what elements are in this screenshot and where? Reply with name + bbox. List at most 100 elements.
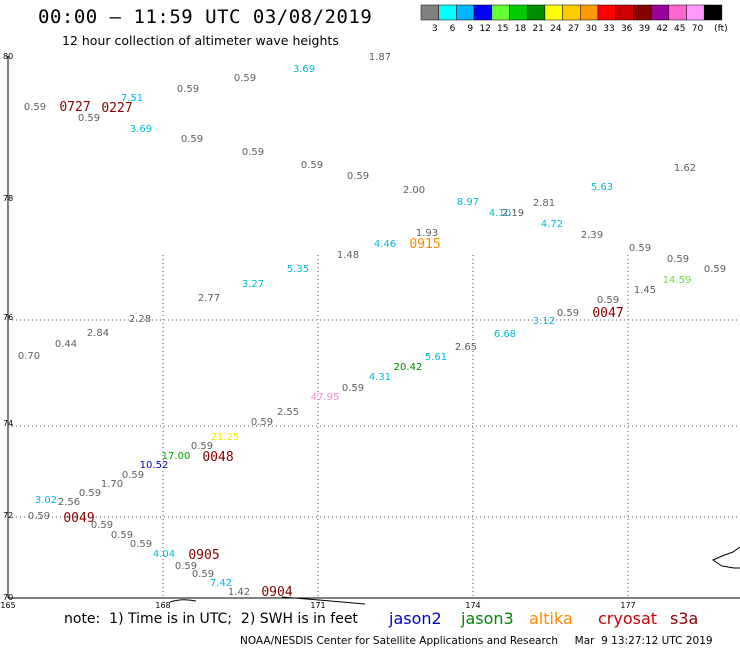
colorbar-label: 21 bbox=[532, 24, 543, 34]
pass-time-label: 0048 bbox=[202, 450, 233, 465]
colorbar-label: 18 bbox=[515, 24, 527, 34]
colorbar-swatch bbox=[491, 4, 510, 21]
wave-height-label: 0.59 bbox=[79, 488, 101, 499]
pass-time-label: 0227 bbox=[101, 101, 132, 116]
wave-height-label: 0.59 bbox=[24, 102, 46, 113]
wave-height-label: 0.59 bbox=[181, 134, 203, 145]
colorbar-swatch bbox=[562, 4, 581, 21]
colorbar-swatch bbox=[703, 4, 723, 21]
wave-height-label: 1.70 bbox=[101, 479, 123, 490]
wave-height-label: 1.48 bbox=[337, 250, 359, 261]
lon-label: 174 bbox=[465, 601, 480, 610]
colorbar-label: 33 bbox=[603, 24, 614, 34]
wave-height-label: 2.56 bbox=[58, 497, 80, 508]
lon-label: 177 bbox=[620, 601, 635, 610]
coastline-segment bbox=[711, 546, 740, 569]
pass-time-label: 0047 bbox=[592, 306, 623, 321]
wave-height-label: 4.10 bbox=[489, 208, 511, 219]
lat-label: 78 bbox=[3, 194, 13, 203]
legend-jason2: jason2 bbox=[389, 609, 442, 628]
pass-time-label: 0904 bbox=[261, 585, 292, 600]
wave-height-label: 0.59 bbox=[111, 530, 133, 541]
wave-height-label: 0.59 bbox=[667, 254, 689, 265]
colorbar-label: (ft) bbox=[714, 24, 728, 34]
wave-height-label: 7.42 bbox=[210, 578, 232, 589]
wave-height-label: 2.77 bbox=[198, 293, 220, 304]
lat-label: 70 bbox=[3, 593, 13, 602]
wave-height-label: 3.02 bbox=[35, 495, 57, 506]
wave-height-label: 1.93 bbox=[416, 228, 438, 239]
wave-height-label: 0.59 bbox=[251, 417, 273, 428]
colorbar-swatch bbox=[633, 4, 652, 21]
colorbar-label: 24 bbox=[550, 24, 562, 34]
wave-height-label: 2.00 bbox=[403, 185, 425, 196]
colorbar-swatch bbox=[456, 4, 475, 21]
wave-height-label: 20.42 bbox=[394, 362, 423, 373]
wave-height-label: 0.59 bbox=[28, 511, 50, 522]
wave-height-label: 0.59 bbox=[597, 295, 619, 306]
wave-height-label: 0.44 bbox=[55, 339, 77, 350]
colorbar-swatch bbox=[438, 4, 457, 21]
wave-height-label: 3.69 bbox=[293, 64, 315, 75]
wave-height-label: 14.59 bbox=[663, 275, 692, 286]
lon-label: 168 bbox=[155, 601, 170, 610]
wave-height-label: 0.59 bbox=[629, 243, 651, 254]
wave-height-label: 0.59 bbox=[91, 520, 113, 531]
colorbar-label: 12 bbox=[479, 24, 490, 34]
pass-time-label: 0727 bbox=[59, 100, 90, 115]
colorbar-label: 42 bbox=[656, 24, 667, 34]
wave-height-label: 3.69 bbox=[130, 124, 152, 135]
lat-label: 80 bbox=[3, 52, 13, 61]
lat-label: 76 bbox=[3, 313, 13, 322]
wave-height-label: 1.62 bbox=[674, 163, 696, 174]
wave-height-label: 47.95 bbox=[311, 392, 340, 403]
wave-height-label: 5.35 bbox=[287, 264, 309, 275]
colorbar-label: 9 bbox=[467, 24, 473, 34]
colorbar-swatch bbox=[650, 4, 670, 21]
wave-height-labels: 1.873.690.590.597.510.590.593.690.590.59… bbox=[18, 52, 726, 598]
wave-height-label: 3.27 bbox=[242, 279, 264, 290]
colorbar-swatch bbox=[580, 4, 599, 21]
wave-height-label: 0.59 bbox=[301, 160, 323, 171]
wave-height-label: 2.84 bbox=[87, 328, 109, 339]
lat-label: 72 bbox=[3, 511, 13, 520]
wave-height-label: 0.59 bbox=[234, 73, 256, 84]
wave-height-label: 0.59 bbox=[122, 470, 144, 481]
wave-height-label: 1.87 bbox=[369, 52, 391, 63]
wave-height-label: 0.59 bbox=[130, 539, 152, 550]
colorbar-label: 3 bbox=[432, 24, 438, 34]
colorbar-swatch bbox=[544, 4, 563, 21]
legend-altika: altika bbox=[529, 609, 573, 628]
wave-height-label: 4.31 bbox=[369, 372, 391, 383]
colorbar-label: 70 bbox=[692, 24, 704, 34]
wave-height-label: 0.59 bbox=[347, 171, 369, 182]
wave-height-label: 4.46 bbox=[374, 239, 396, 250]
legend-cryosat: cryosat bbox=[598, 609, 658, 628]
colorbar-swatch bbox=[420, 4, 439, 21]
colorbar-label: 30 bbox=[586, 24, 598, 34]
colorbar-label: 15 bbox=[497, 24, 508, 34]
page-subtitle: 12 hour collection of altimeter wave hei… bbox=[62, 33, 339, 48]
wave-height-label: 17.00 bbox=[162, 451, 191, 462]
wave-height-label: 0.59 bbox=[342, 383, 364, 394]
longitude-axis-labels: 165 168 171 174 177 bbox=[0, 601, 635, 610]
colorbar-swatch bbox=[509, 4, 528, 21]
lon-label: 171 bbox=[310, 601, 325, 610]
colorbar-swatch bbox=[526, 4, 546, 21]
wave-height-label: 0.59 bbox=[557, 308, 579, 319]
wave-height-label: 2.19 bbox=[502, 208, 524, 219]
graticule bbox=[8, 255, 740, 598]
wave-height-label: 2.81 bbox=[533, 198, 555, 209]
legend-s3a: s3a bbox=[670, 609, 699, 628]
colorbar-label: 36 bbox=[621, 24, 633, 34]
legend-jason3: jason3 bbox=[461, 609, 514, 628]
colorbar-label: 45 bbox=[674, 24, 685, 34]
coastline-segment bbox=[169, 599, 197, 603]
wave-height-label: 1.45 bbox=[634, 285, 656, 296]
wave-height-label: 2.28 bbox=[129, 314, 151, 325]
wave-height-label: 4.04 bbox=[153, 549, 175, 560]
colorbar-label: 27 bbox=[568, 24, 579, 34]
colorbar-label: 39 bbox=[639, 24, 651, 34]
pass-time-labels: 0727 0227 0915 0047 0048 0049 0905 0904 bbox=[59, 100, 623, 600]
